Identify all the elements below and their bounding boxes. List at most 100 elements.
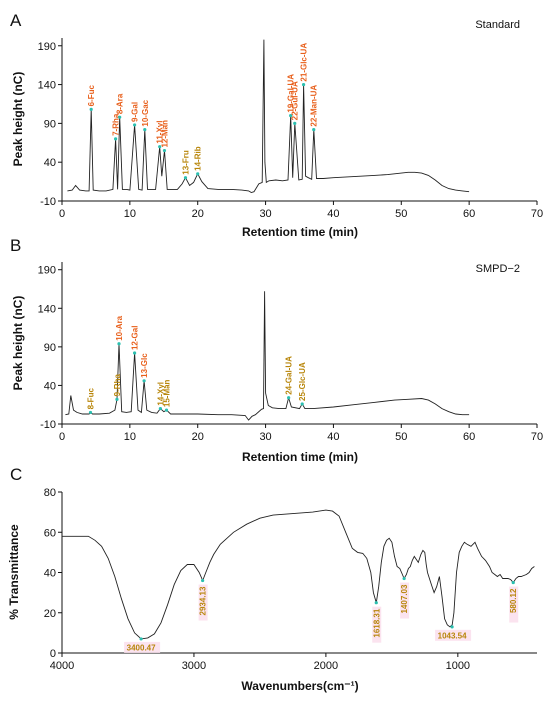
x-tick-label: 70 (531, 431, 543, 443)
peak-marker (88, 410, 93, 415)
panel-b-sample-label: SMPD−2 (476, 263, 520, 275)
peak-marker (114, 137, 118, 141)
ir-label-background (372, 606, 382, 643)
panel-a-sample-label: Standard (475, 19, 520, 31)
peak-label: 12-Gal (131, 326, 140, 350)
panel-c: C 0 20 40 60 80 4000 3000 2000 1000 3400.47 2934… (7, 465, 537, 693)
x-tick-label: 0 (59, 431, 65, 443)
y-tick-label: -10 (40, 196, 56, 208)
y-tick-label: 90 (44, 118, 56, 130)
x-tick-label: 20 (192, 431, 204, 443)
x-tick-label: 0 (59, 208, 65, 220)
peak-marker (293, 121, 297, 125)
peak-label: 13-Fru (182, 150, 191, 175)
ir-band-marker (402, 576, 406, 581)
peak-label: 22-Man-UA (310, 85, 319, 127)
x-tick-label: 40 (327, 208, 339, 220)
peak-marker (196, 172, 200, 176)
peak-label: 10-Gac (141, 99, 150, 126)
x-tick-label: 3000 (182, 660, 206, 672)
peak-label: 19-Gal-UA (287, 74, 296, 113)
peak-label: 21-Glc-UA (300, 43, 309, 82)
panel-a: A Standard -10 40 90 140 190 0 10 20 30 40 50 60 70… (10, 11, 543, 239)
ir-band-label: 580.12 (509, 588, 518, 613)
peak-label: 10-Ara (115, 315, 124, 340)
peak-label: 8-Ara (116, 93, 125, 114)
x-tick-label: 30 (259, 431, 271, 443)
x-tick-label: 4000 (50, 660, 74, 672)
peak-marker (133, 351, 137, 355)
y-tick-label: 90 (44, 342, 56, 354)
panel-a-ylabel: Peak height (nC) (11, 72, 25, 167)
peak-label: 14-Rib (194, 146, 203, 171)
peak-marker (162, 148, 167, 153)
ir-label-background (400, 582, 410, 619)
peak-label: 7-Rha (112, 113, 121, 136)
peak-marker (289, 114, 293, 118)
ir-band-label: 3400.47 (127, 643, 156, 652)
peak-label: 14-Xyl (156, 382, 165, 406)
peak-marker (183, 176, 188, 180)
peak-marker (115, 397, 119, 401)
panel-b-xlabel: Retention time (min) (242, 450, 358, 464)
x-tick-label: 50 (395, 431, 407, 443)
x-tick-label: 60 (463, 431, 475, 443)
ir-label-background (198, 584, 208, 621)
ir-band-marker (511, 580, 515, 585)
peak-label: 24-Gal-UA (285, 356, 294, 395)
y-tick-label: 140 (38, 80, 56, 92)
peak-marker (301, 82, 306, 87)
panel-c-ylabel: % Transmittance (7, 524, 21, 620)
x-tick-label: 60 (463, 208, 475, 220)
peak-label: 8-Fuc (87, 388, 96, 410)
peak-label: 13-Glc (140, 353, 149, 378)
x-tick-label: 20 (192, 208, 204, 220)
y-tick-label: 40 (44, 380, 56, 392)
panel-c-xlabel: Wavenumbers(cm⁻¹) (241, 679, 358, 693)
panel-c-ir-spectrum-line (62, 509, 535, 640)
x-tick-label: 2000 (314, 660, 338, 672)
ir-label-background (435, 629, 472, 641)
ir-band-marker (201, 578, 205, 583)
peak-marker (118, 115, 122, 119)
panel-letter-c: C (10, 465, 22, 484)
ir-band-marker (139, 637, 143, 641)
x-tick-label: 50 (395, 208, 407, 220)
peak-label: 12-Man (160, 120, 169, 148)
y-tick-label: 20 (44, 608, 56, 620)
x-tick-label: 1000 (446, 660, 470, 672)
panel-b-ylabel: Peak height (nC) (11, 296, 25, 391)
peak-marker (287, 396, 291, 400)
ir-band-marker (450, 625, 454, 629)
panel-b-chromatogram-line (65, 291, 470, 421)
ir-band-marker (374, 601, 378, 605)
peak-label: 15-Man (163, 379, 172, 407)
panel-letter-a: A (10, 11, 22, 30)
y-tick-label: -10 (40, 419, 56, 431)
x-tick-label: 10 (124, 208, 136, 220)
ir-band-label: 2934.13 (199, 586, 208, 615)
y-tick-label: 40 (44, 568, 56, 580)
y-tick-label: 0 (50, 648, 56, 660)
peak-label: 22-Gul-UA (291, 81, 300, 120)
x-tick-label: 40 (327, 431, 339, 443)
x-tick-label: 10 (124, 431, 136, 443)
peak-marker (158, 145, 162, 149)
peak-marker (142, 379, 146, 383)
peak-marker (312, 127, 316, 132)
peak-marker (164, 408, 169, 412)
peak-marker (117, 342, 121, 346)
ir-band-label: 1407.03 (400, 584, 409, 613)
panel-a-chromatogram-line (67, 39, 470, 193)
panel-b: B SMPD−2 -10 40 90 140 190 0 10 20 30 40 50 60 70 8… (10, 236, 543, 464)
y-tick-label: 40 (44, 157, 56, 169)
y-tick-label: 60 (44, 527, 56, 539)
ir-label-background (509, 586, 519, 623)
peak-marker (158, 406, 162, 411)
peak-label: 9-Gal (131, 102, 140, 122)
y-tick-label: 80 (44, 487, 56, 499)
peak-marker (133, 123, 137, 127)
ir-label-background (124, 641, 161, 653)
y-tick-label: 190 (38, 41, 56, 53)
